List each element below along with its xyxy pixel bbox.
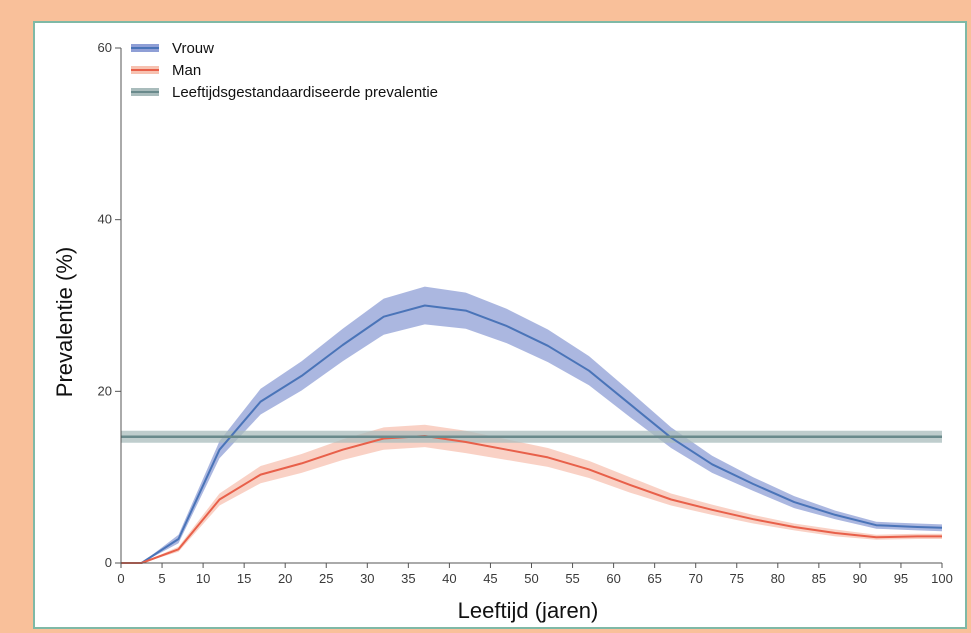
x-tick-label: 10 [196,571,210,586]
x-tick-label: 70 [688,571,702,586]
series-line-1 [121,304,943,564]
x-tick-label: 0 [117,571,124,586]
x-tick-label: 40 [442,571,456,586]
x-tick-label: 90 [853,571,867,586]
x-tick-label: 30 [360,571,374,586]
series-band-2 [121,424,942,563]
series-line-2 [121,435,942,564]
confidence-bands [121,286,942,563]
legend-label: Man [172,62,201,79]
legend: Vrouw Man Leeftijdsgestandaardiseerde prev… [131,40,438,101]
legend-label: Leeftijdsgestandaardiseerde prevalentie [172,84,438,101]
y-tick-label: 0 [105,555,112,570]
x-tick-label: 35 [401,571,415,586]
legend-label: Vrouw [172,40,214,57]
x-tick-label: 65 [647,571,661,586]
x-tick-label: 55 [565,571,579,586]
x-tick-label: 50 [524,571,538,586]
axes: 0 20 40 60 0 5 10 15 20 25 30 35 40 45 50 55 60 65 70 75 80 8… [98,40,953,586]
x-tick-label: 100 [931,571,953,586]
x-tick-label: 95 [894,571,908,586]
y-axis-title: Prevalentie (%) [52,247,77,397]
x-tick-label: 25 [319,571,333,586]
x-tick-label: 85 [812,571,826,586]
series-band-1 [121,286,942,563]
y-tick-label: 40 [98,212,112,227]
x-tick-label: 80 [771,571,785,586]
series-lines [121,304,943,564]
x-tick-label: 75 [730,571,744,586]
x-tick-label: 5 [158,571,165,586]
x-axis-title: Leeftijd (jaren) [458,598,599,623]
x-tick-label: 15 [237,571,251,586]
x-tick-label: 20 [278,571,292,586]
x-tick-label: 45 [483,571,497,586]
y-tick-label: 20 [98,383,112,398]
y-tick-label: 60 [98,40,112,55]
x-tick-label: 60 [606,571,620,586]
